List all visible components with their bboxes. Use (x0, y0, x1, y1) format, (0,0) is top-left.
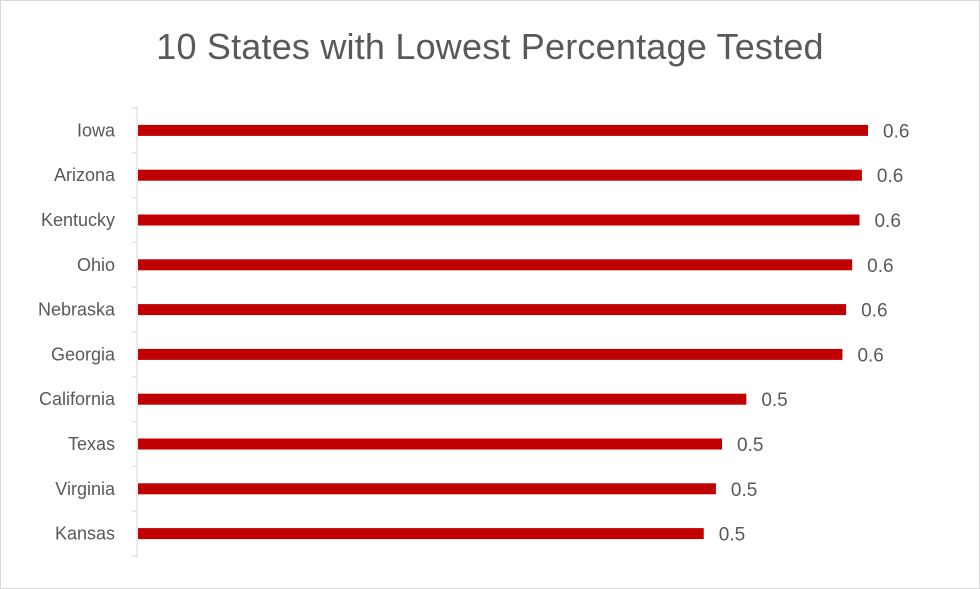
bar-georgia (138, 348, 843, 360)
bar-series (138, 124, 868, 540)
bar-ohio (138, 259, 853, 271)
data-label-kansas: 0.5 (719, 525, 745, 546)
category-label-arizona: Arizona (54, 165, 116, 185)
data-label-texas: 0.5 (737, 435, 763, 456)
data-label-iowa: 0.6 (883, 121, 909, 142)
category-label-kentucky: Kentucky (41, 210, 115, 230)
category-label-kansas: Kansas (55, 524, 115, 544)
category-label-ohio: Ohio (77, 255, 115, 275)
data-label-california: 0.5 (761, 390, 787, 411)
axis-ticks (132, 107, 137, 557)
category-label-georgia: Georgia (51, 344, 116, 364)
category-label-texas: Texas (68, 434, 115, 454)
category-label-virginia: Virginia (55, 479, 116, 499)
data-label-ohio: 0.6 (867, 256, 893, 277)
bar-california (138, 393, 747, 405)
data-label-virginia: 0.5 (731, 480, 757, 501)
category-label-california: California (39, 389, 116, 409)
data-label-nebraska: 0.6 (861, 301, 887, 322)
data-label-arizona: 0.6 (877, 166, 903, 187)
data-label-georgia: 0.6 (857, 345, 883, 366)
bar-iowa (138, 124, 868, 136)
category-label-nebraska: Nebraska (38, 300, 116, 320)
data-labels: 0.6 0.6 0.6 0.6 0.6 0.6 0.5 0.5 0.5 0.5 (719, 121, 910, 545)
data-label-kentucky: 0.6 (874, 211, 900, 232)
bar-arizona (138, 169, 862, 181)
bar-nebraska (138, 304, 847, 316)
category-label-iowa: Iowa (77, 120, 116, 140)
bar-kentucky (138, 214, 860, 226)
bar-kansas (138, 528, 704, 540)
category-labels: Iowa Arizona Kentucky Ohio Nebraska Georgia Ca… (38, 120, 116, 543)
bar-virginia (138, 483, 716, 495)
chart-title: 10 States with Lowest Percentage Tested (156, 26, 824, 67)
bar-texas (138, 438, 722, 450)
